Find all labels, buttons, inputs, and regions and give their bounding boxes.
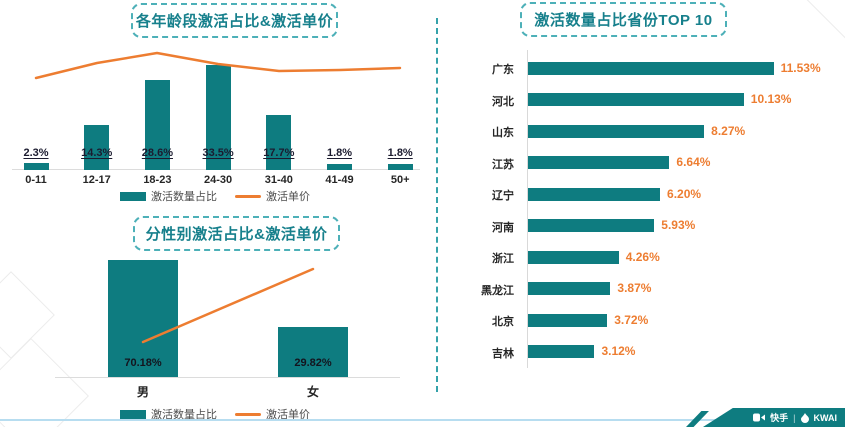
- age-chart-legend: 激活数量占比 激活单价: [0, 188, 430, 204]
- province-bar-江苏: [528, 156, 670, 169]
- age-bar-18-23: [144, 80, 170, 170]
- gender-category-女: 女: [306, 385, 319, 399]
- province-bar-北京: [528, 313, 608, 327]
- province-bar-山东: [528, 124, 705, 138]
- age-bar-value-0-11: 2.3%: [23, 147, 49, 159]
- legend-item-bar: 激活数量占比: [120, 188, 217, 204]
- province-bar-吉林: [528, 345, 595, 358]
- province-bar-河南: [528, 219, 655, 232]
- brand-divider: |: [793, 412, 796, 423]
- age-bar-41-49: [327, 164, 352, 170]
- province-value-辽宁: 6.20%: [667, 186, 702, 201]
- province-name-广东: 广东: [492, 64, 514, 76]
- province-name-辽宁: 辽宁: [492, 190, 514, 202]
- age-bar-value-41-49: 1.8%: [326, 147, 353, 159]
- gender-bar-value-男: 70.18%: [124, 357, 162, 369]
- province-value-黑龙江: 3.87%: [617, 281, 652, 295]
- line-series-swatch-icon: [235, 194, 261, 198]
- age-bar-value-24-30: 33.5%: [202, 147, 234, 159]
- bar-series-swatch-icon: [120, 191, 146, 201]
- kuaishou-brand-text: 快手: [770, 413, 789, 423]
- province-bar-辽宁: [528, 187, 661, 201]
- province-name-吉林: 吉林: [492, 347, 514, 360]
- age-bar-12-17: [84, 125, 110, 170]
- gender-bar-value-女: 29.82%: [294, 357, 332, 369]
- age-bar-24-30: [205, 65, 231, 170]
- province-name-河北: 河北: [492, 95, 514, 108]
- age-bar-value-50+: 1.8%: [387, 147, 413, 159]
- province-bar-浙江: [528, 250, 619, 264]
- province-value-河南: 5.93%: [661, 218, 696, 232]
- age-category-31-40: 31-40: [264, 174, 293, 186]
- section-divider: [436, 18, 438, 392]
- province-chart-title-box: 激活数量占比省份TOP 10: [520, 2, 727, 37]
- age-bar-31-40: [266, 114, 292, 170]
- age-category-41-49: 41-49: [325, 174, 354, 186]
- bar-series-label: 激活数量占比: [151, 191, 217, 203]
- line-series-label: 激活单价: [266, 409, 310, 421]
- gender-chart-title: 分性别激活占比&激活单价: [145, 226, 328, 243]
- footer-brand-band: 快手 | KWAI: [703, 408, 845, 427]
- bar-series-label: 激活数量占比: [151, 409, 217, 421]
- province-value-河北: 10.13%: [750, 92, 792, 106]
- province-value-广东: 11.53%: [780, 60, 821, 75]
- gender-category-男: 男: [136, 385, 149, 399]
- province-name-山东: 山东: [492, 127, 514, 139]
- province-value-山东: 8.27%: [711, 123, 746, 138]
- province-value-江苏: 6.64%: [676, 155, 711, 169]
- bar-series-swatch-icon: [120, 409, 146, 419]
- kwai-flame-icon: [800, 412, 809, 423]
- age-bar-value-31-40: 17.7%: [263, 147, 295, 159]
- age-chart-title-box: 各年龄段激活占比&激活单价: [131, 3, 338, 38]
- legend-item-line: 激活单价: [235, 188, 310, 204]
- age-chart-title: 各年龄段激活占比&激活单价: [135, 13, 334, 30]
- province-value-吉林: 3.12%: [601, 344, 636, 358]
- gender-x-axis-line: [55, 377, 400, 378]
- province-name-黑龙江: 黑龙江: [481, 284, 514, 297]
- line-series-swatch-icon: [235, 412, 261, 416]
- province-name-北京: 北京: [492, 316, 514, 328]
- province-y-axis-line: [527, 50, 528, 368]
- footer-divider-line: [0, 419, 845, 421]
- age-bar-value-18-23: 28.6%: [141, 147, 173, 159]
- age-category-50+: 50+: [390, 174, 410, 186]
- age-category-24-30: 24-30: [204, 174, 233, 186]
- age-bar-0-11: [23, 162, 49, 170]
- age-bar-value-12-17: 14.3%: [81, 147, 113, 159]
- age-bar-50+: [387, 164, 413, 170]
- province-value-北京: 3.72%: [614, 312, 649, 327]
- age-category-0-11: 0-11: [25, 174, 47, 186]
- legend-item-bar: 激活数量占比: [120, 406, 217, 422]
- province-bar-广东: [528, 61, 774, 75]
- age-category-18-23: 18-23: [143, 174, 172, 186]
- age-category-12-17: 12-17: [82, 174, 111, 186]
- gender-chart-legend: 激活数量占比 激活单价: [0, 406, 430, 422]
- province-bar-黑龙江: [528, 282, 611, 295]
- province-name-浙江: 浙江: [492, 253, 514, 265]
- gender-chart-title-box: 分性别激活占比&激活单价: [133, 216, 340, 251]
- kwai-brand-text: KWAI: [813, 412, 838, 423]
- line-series-label: 激活单价: [266, 191, 310, 203]
- province-bar-河北: [528, 93, 744, 106]
- legend-item-line: 激活单价: [235, 406, 310, 422]
- province-value-浙江: 4.26%: [625, 249, 660, 264]
- kuaishou-logo-icon: [753, 413, 766, 422]
- province-name-江苏: 江苏: [492, 158, 514, 171]
- gender-bar-女: [278, 327, 348, 377]
- province-name-河南: 河南: [492, 221, 514, 234]
- province-chart-title: 激活数量占比省份TOP 10: [534, 12, 713, 29]
